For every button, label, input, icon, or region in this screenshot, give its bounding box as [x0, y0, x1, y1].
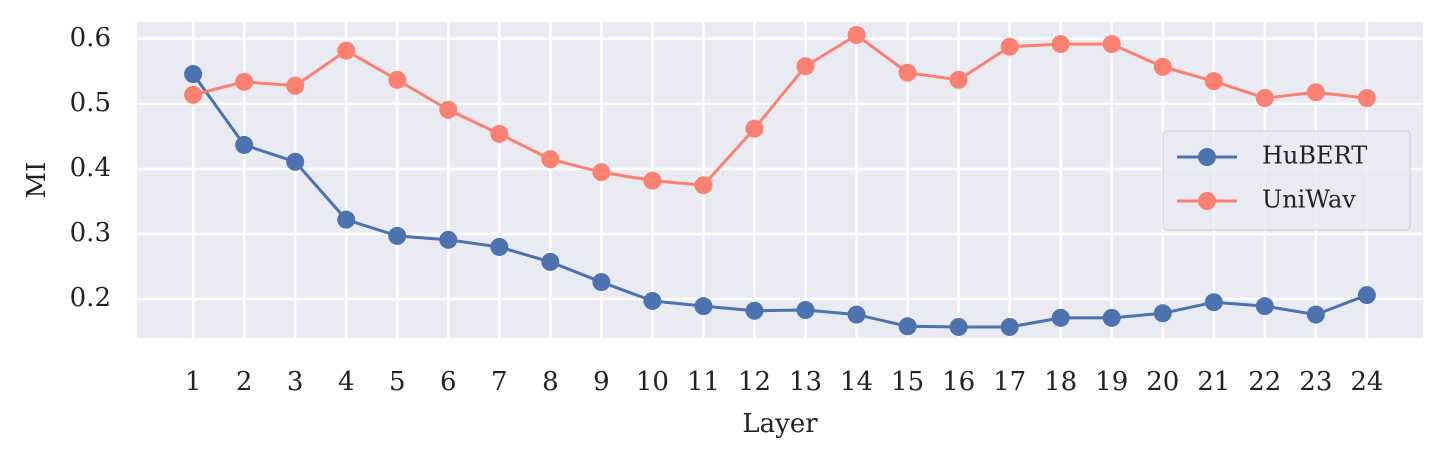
- x-tick-label: 20: [1146, 367, 1179, 397]
- data-point: [949, 317, 968, 336]
- x-tick-label: 17: [993, 367, 1026, 397]
- x-tick-label: 22: [1248, 367, 1281, 397]
- x-tick-label: 14: [840, 367, 873, 397]
- x-tick-label: 9: [593, 367, 610, 397]
- x-tick-label: 13: [789, 367, 822, 397]
- data-point: [592, 163, 611, 182]
- x-tick-label: 12: [738, 367, 771, 397]
- legend: HuBERT UniWav: [1162, 130, 1411, 231]
- data-point: [235, 135, 254, 154]
- data-point: [1204, 293, 1223, 312]
- data-point: [184, 85, 203, 104]
- data-point: [1357, 286, 1376, 305]
- data-point: [388, 70, 407, 89]
- x-tick-label: 24: [1350, 367, 1383, 397]
- data-point: [1306, 83, 1325, 102]
- legend-marker: [1198, 192, 1216, 210]
- data-point: [796, 301, 815, 320]
- y-tick-label: 0.6: [70, 23, 111, 53]
- data-point: [694, 176, 713, 195]
- data-point: [388, 226, 407, 245]
- data-point: [694, 297, 713, 316]
- data-point: [898, 63, 917, 82]
- x-tick-label: 8: [542, 367, 559, 397]
- data-point: [541, 150, 560, 169]
- data-point: [796, 57, 815, 76]
- data-point: [1153, 304, 1172, 323]
- x-tick-label: 19: [1095, 367, 1128, 397]
- data-point: [1306, 305, 1325, 324]
- y-tick-label: 0.2: [70, 283, 111, 313]
- x-tick-label: 3: [287, 367, 304, 397]
- data-point: [541, 252, 560, 271]
- data-point: [592, 273, 611, 292]
- data-point: [235, 72, 254, 91]
- data-point: [1051, 35, 1070, 54]
- data-point: [1153, 57, 1172, 76]
- data-point: [439, 230, 458, 249]
- x-tick-label: 5: [389, 367, 406, 397]
- data-point: [745, 301, 764, 320]
- legend-marker: [1198, 148, 1216, 166]
- data-point: [184, 65, 203, 84]
- data-point: [1255, 89, 1274, 108]
- data-point: [1102, 35, 1121, 54]
- x-tick-label: 18: [1044, 367, 1077, 397]
- legend-label: UniWav: [1262, 186, 1356, 214]
- y-axis-label: MI: [22, 162, 52, 199]
- data-point: [1000, 37, 1019, 56]
- x-tick-label: 23: [1299, 367, 1332, 397]
- data-point: [1000, 317, 1019, 336]
- x-tick-label: 10: [636, 367, 669, 397]
- x-tick-label: 1: [185, 367, 202, 397]
- data-point: [949, 70, 968, 89]
- data-point: [490, 124, 509, 143]
- x-tick-label: 2: [236, 367, 253, 397]
- data-point: [898, 317, 917, 336]
- data-point: [439, 100, 458, 119]
- data-point: [1357, 89, 1376, 108]
- x-tick-label: 21: [1197, 367, 1230, 397]
- x-axis-label: Layer: [742, 409, 818, 439]
- data-point: [745, 119, 764, 138]
- y-tick-label: 0.5: [70, 88, 111, 118]
- data-point: [286, 152, 305, 171]
- x-tick-label: 16: [942, 367, 975, 397]
- x-tick-label: 6: [440, 367, 457, 397]
- data-point: [490, 237, 509, 256]
- data-point: [286, 76, 305, 95]
- y-tick-label: 0.4: [70, 153, 111, 183]
- data-point: [1051, 308, 1070, 327]
- data-point: [1255, 297, 1274, 316]
- data-point: [1204, 72, 1223, 91]
- data-point: [847, 26, 866, 45]
- x-tick-label: 15: [891, 367, 924, 397]
- x-tick-label: 7: [491, 367, 508, 397]
- data-point: [1102, 308, 1121, 327]
- legend-label: HuBERT: [1262, 142, 1367, 170]
- data-point: [643, 291, 662, 310]
- data-point: [337, 210, 356, 229]
- data-point: [847, 305, 866, 324]
- data-point: [643, 171, 662, 190]
- x-tick-label: 4: [338, 367, 355, 397]
- y-tick-label: 0.3: [70, 218, 111, 248]
- x-tick-label: 11: [687, 367, 720, 397]
- data-point: [337, 41, 356, 60]
